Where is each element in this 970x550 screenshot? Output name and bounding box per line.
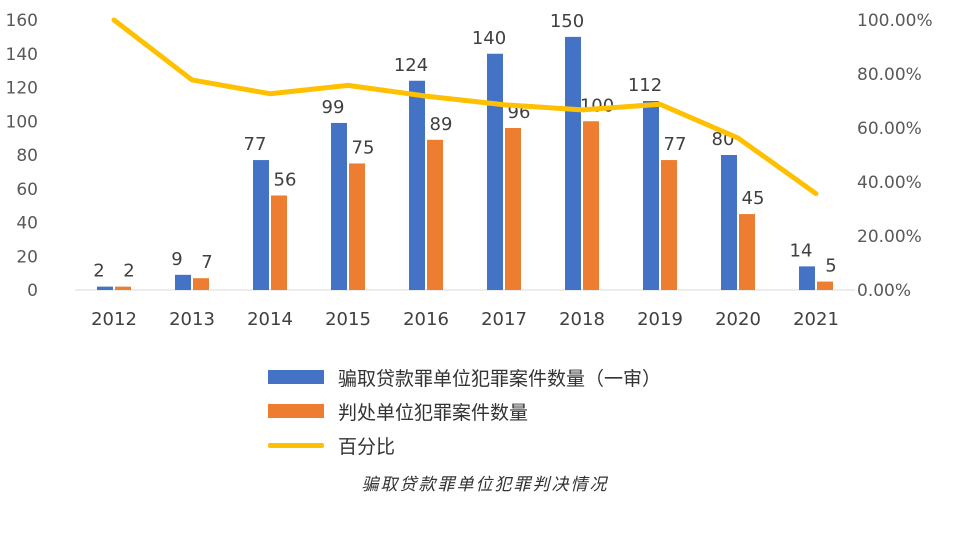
x-tick-label: 2014 (247, 309, 293, 330)
bar-series-1 (721, 155, 737, 290)
y2-tick-label: 100.00% (857, 11, 933, 31)
data-label-series-1: 9 (171, 249, 182, 270)
data-label-series-2: 45 (742, 188, 765, 209)
bar-series-1 (409, 80, 425, 290)
y2-tick-label: 0.00% (857, 281, 911, 301)
data-label-series-2: 77 (664, 134, 687, 155)
legend-item-bar-series-2: 判处单位犯罪案件数量 (268, 394, 661, 428)
bar-series-2 (349, 163, 365, 290)
y-tick-label: 100 (6, 112, 38, 132)
legend-item-line-series: 百分比 (268, 428, 661, 462)
y2-tick-label: 60.00% (857, 119, 922, 139)
legend-swatch-yellow-line (268, 442, 324, 448)
data-label-series-1: 2 (93, 261, 104, 282)
data-label-series-2: 7 (201, 252, 212, 273)
y-tick-label: 60 (16, 180, 38, 200)
x-tick-label: 2015 (325, 309, 371, 330)
bar-series-1 (487, 53, 503, 290)
bar-series-2 (505, 128, 521, 290)
legend-swatch-blue (268, 370, 324, 384)
x-tick-label: 2020 (715, 309, 761, 330)
x-tick-label: 2016 (403, 309, 449, 330)
y2-tick-label: 40.00% (857, 173, 922, 193)
y2-tick-label: 20.00% (857, 227, 922, 247)
data-label-series-1: 99 (322, 97, 345, 118)
chart-caption: 骗取贷款罪单位犯罪判决情况 (361, 475, 609, 495)
bar-series-2 (193, 278, 209, 290)
x-tick-label: 2019 (637, 309, 683, 330)
bar-series-2 (661, 160, 677, 290)
y2-tick-label: 80.00% (857, 65, 922, 85)
legend-item-bar-series-1: 骗取贷款罪单位犯罪案件数量（一审） (268, 360, 661, 394)
y-tick-label: 40 (16, 214, 38, 234)
y-tick-label: 160 (6, 11, 38, 31)
chart-legend: 骗取贷款罪单位犯罪案件数量（一审） 判处单位犯罪案件数量 百分比 (268, 360, 661, 462)
x-tick-label: 2017 (481, 309, 527, 330)
bar-series-1 (565, 36, 581, 290)
legend-label-series-2: 判处单位犯罪案件数量 (338, 401, 529, 424)
y-tick-label: 120 (6, 79, 38, 99)
y-tick-label: 80 (16, 146, 38, 166)
data-label-series-1: 112 (628, 75, 662, 96)
x-tick-label: 2013 (169, 309, 215, 330)
x-tick-label: 2012 (91, 309, 137, 330)
x-tick-label: 2021 (793, 309, 839, 330)
data-label-series-1: 124 (394, 55, 428, 76)
data-label-series-2: 5 (825, 256, 836, 277)
bar-series-1 (97, 286, 113, 290)
bar-series-2 (739, 214, 755, 290)
y-tick-label: 20 (16, 247, 38, 267)
data-label-series-2: 56 (274, 170, 297, 191)
data-label-series-1: 77 (244, 134, 267, 155)
data-label-series-1: 150 (550, 11, 584, 32)
data-label-series-2: 89 (430, 114, 453, 135)
legend-label-series-3: 百分比 (338, 435, 396, 458)
bar-series-2 (817, 281, 833, 290)
bar-series-2 (115, 286, 131, 290)
bar-series-2 (271, 195, 287, 290)
bar-series-1 (643, 101, 659, 290)
y-tick-label: 140 (6, 45, 38, 65)
percentage-line (111, 17, 819, 197)
bar-series-2 (427, 139, 443, 290)
bar-series-1 (175, 274, 191, 290)
bar-series-2 (583, 121, 599, 290)
bar-series-1 (253, 160, 269, 290)
legend-swatch-orange (268, 404, 324, 418)
y-tick-label: 0 (27, 281, 38, 301)
data-label-series-2: 2 (123, 261, 134, 282)
data-label-series-2: 75 (352, 137, 375, 158)
legend-label-series-1: 骗取贷款罪单位犯罪案件数量（一审） (338, 367, 662, 390)
bar-series-1 (331, 122, 347, 290)
bar-series-1 (799, 266, 815, 290)
data-label-series-1: 140 (472, 28, 506, 49)
data-label-series-1: 14 (790, 240, 813, 261)
x-tick-label: 2018 (559, 309, 605, 330)
